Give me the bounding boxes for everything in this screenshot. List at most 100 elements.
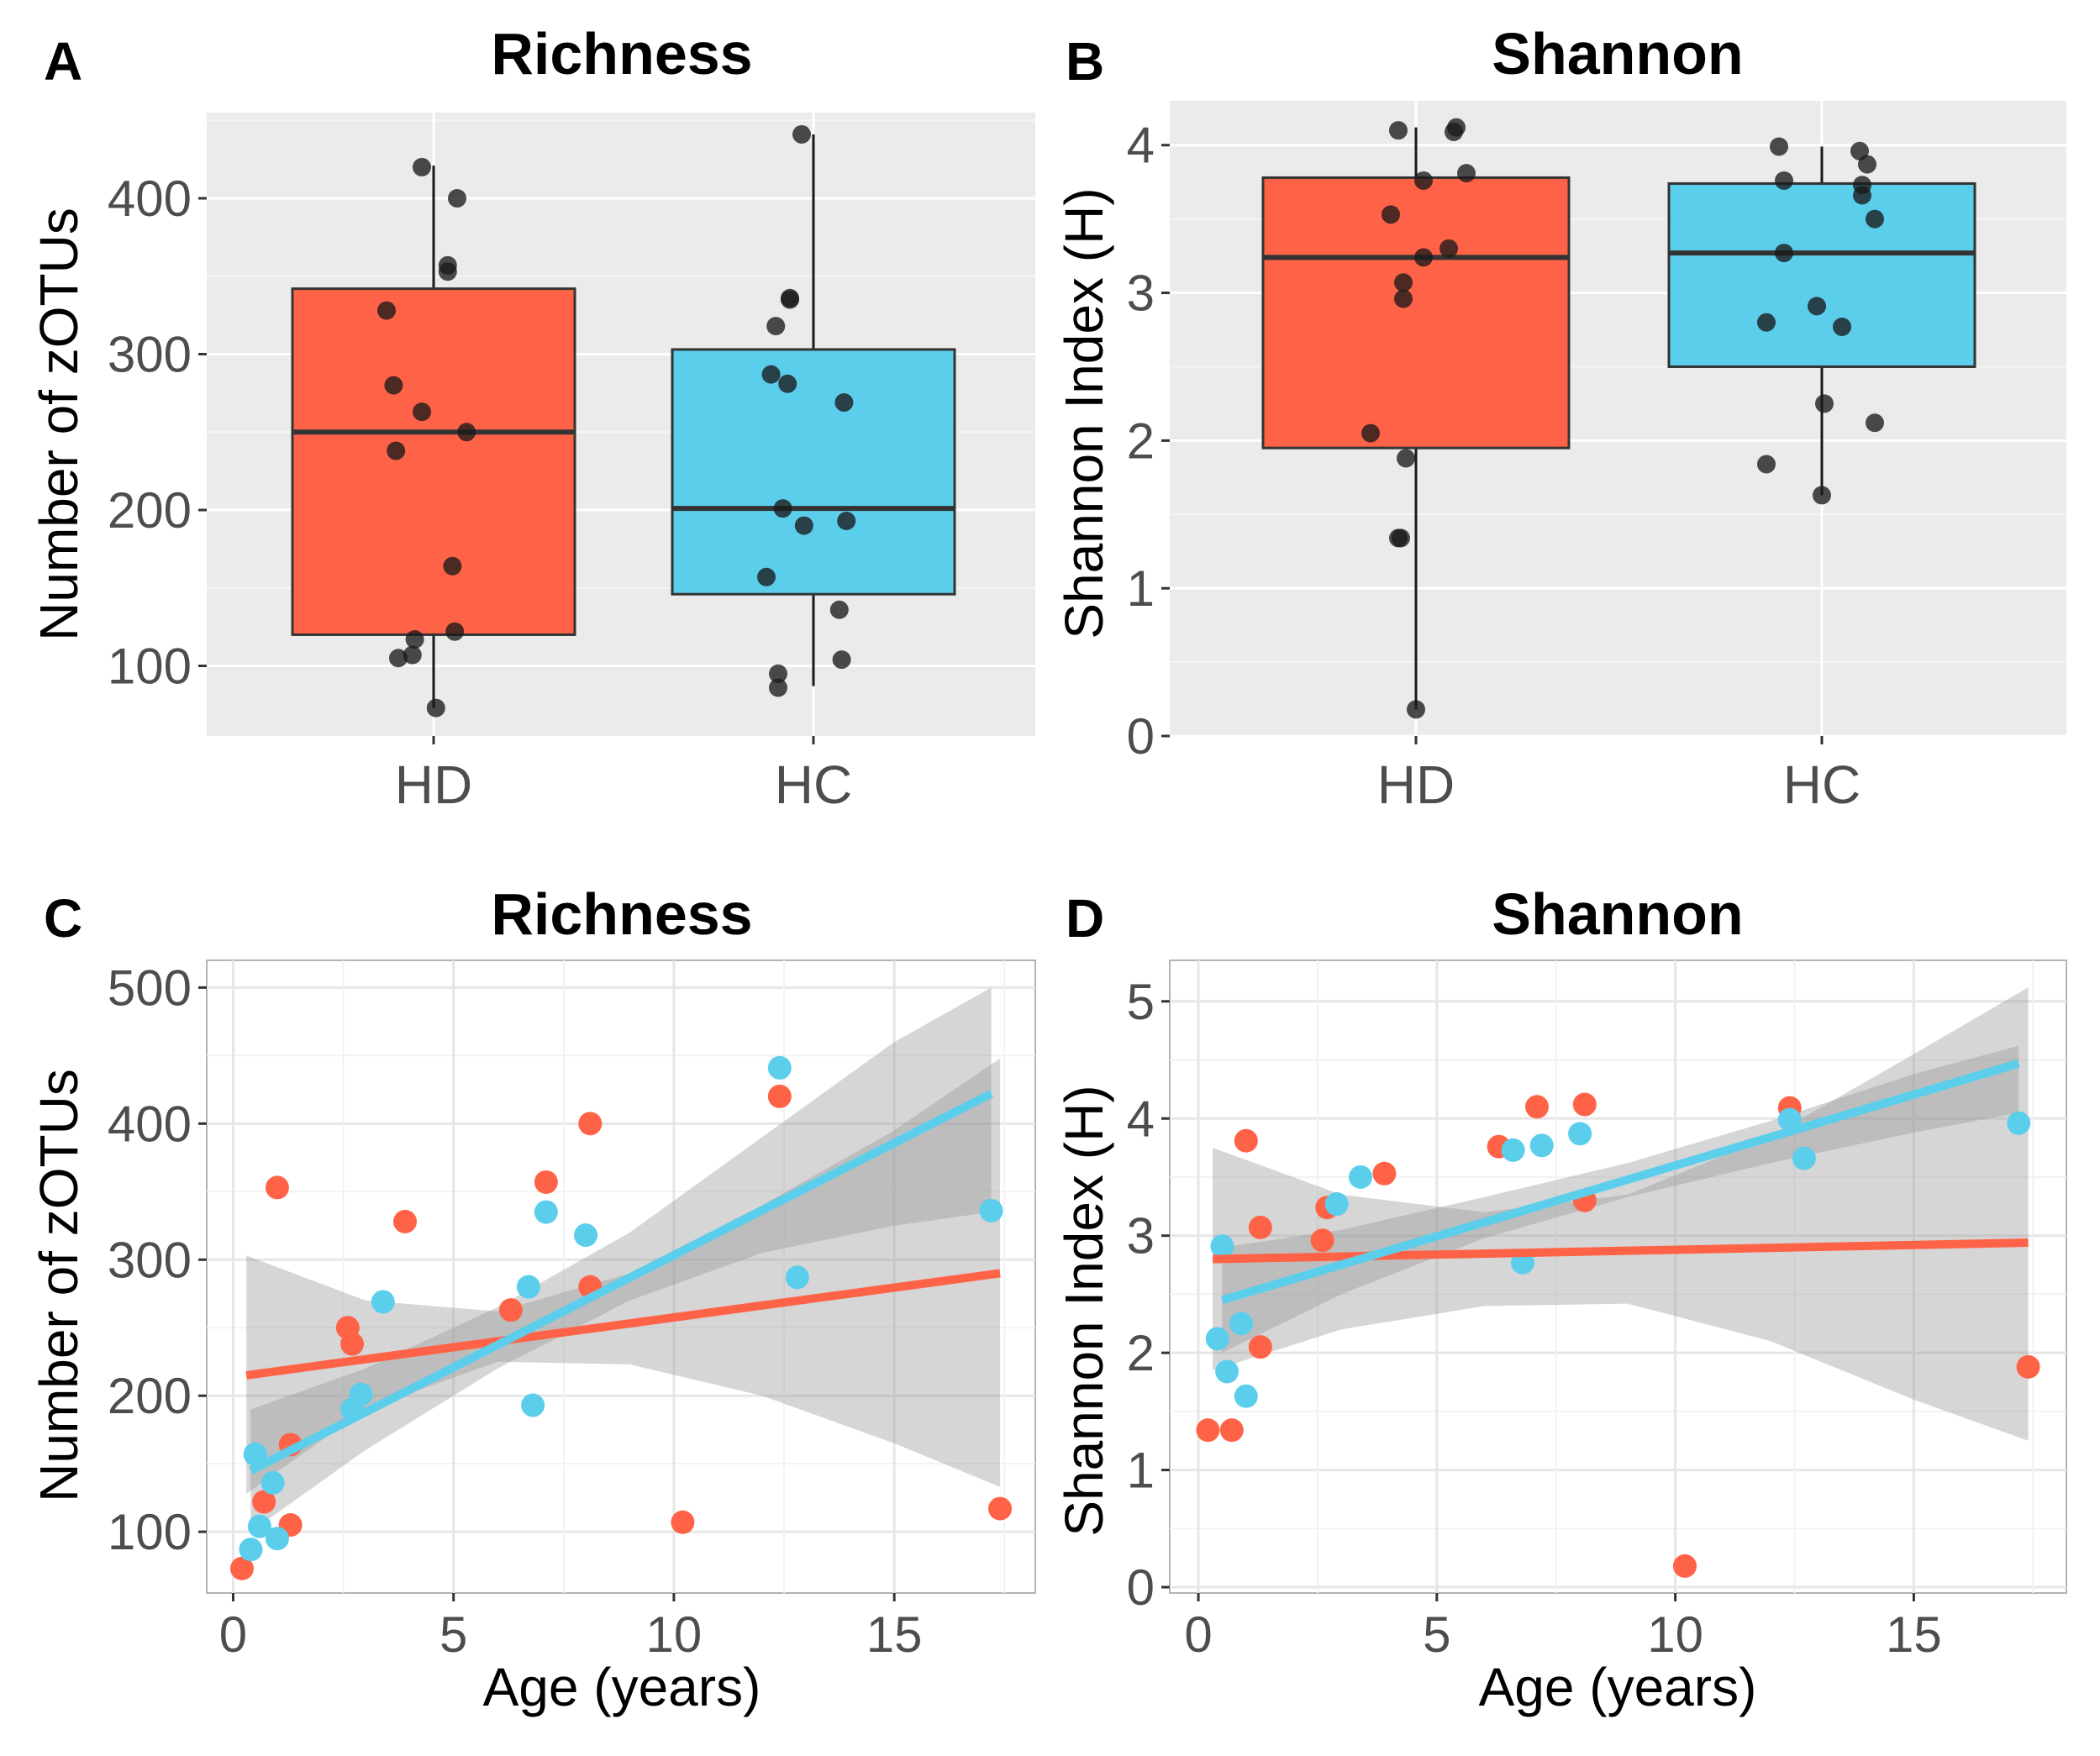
fit-line-hd: [245, 1269, 1001, 1380]
data-point-hc: [1205, 1327, 1229, 1351]
data-point-hc: [243, 1442, 267, 1466]
panel-d-x-tick-label: 10: [1647, 1606, 1703, 1663]
panel-c: C Richness 100 200 300 400 500 0 5 10 15 Number…: [29, 881, 1036, 1717]
panel-c-y-axis: 100 200 300 400 500: [108, 959, 207, 1560]
data-point-hd: [1389, 121, 1408, 140]
panel-c-y-axis-label: Number of zOTUs: [29, 1069, 89, 1502]
data-point-hd: [229, 1556, 254, 1580]
data-point-hc: [1757, 313, 1776, 332]
data-point-hc: [1349, 1165, 1373, 1189]
data-point-hd: [265, 1175, 289, 1200]
panel-d-y-tick-label: 1: [1127, 1443, 1155, 1499]
panel-d-x-tick-label: 15: [1886, 1606, 1942, 1663]
data-point-hc: [265, 1527, 289, 1551]
panel-b: B Shannon 0 1 2 3 4 HD HC Shannon Index (H): [1054, 21, 2066, 815]
panel-d-fit-lines: [1212, 1059, 2029, 1305]
confidence-band-hd: [246, 1058, 1000, 1494]
panel-c-x-tick-label: 0: [219, 1606, 247, 1663]
panel-letter-b: B: [1066, 31, 1104, 92]
panel-b-y-tick-label: 3: [1127, 266, 1155, 322]
panel-letter-a: A: [44, 31, 82, 92]
data-point-hc: [1234, 1384, 1258, 1408]
panel-a-y-axis-label: Number of zOTUs: [29, 208, 89, 641]
data-point-hc: [1808, 297, 1826, 316]
data-point-hd: [1248, 1215, 1272, 1239]
panel-c-y-tick-label: 200: [108, 1368, 192, 1424]
data-point-hc: [792, 124, 811, 144]
panel-d-y-tick-label: 4: [1127, 1091, 1155, 1147]
panel-d-y-axis-label: Shannon Index (H): [1054, 1085, 1114, 1536]
panel-a: A Richness 100 200 300 400 HD HC Number of z…: [29, 21, 1035, 815]
panel-a-y-tick-label: 300: [108, 327, 192, 383]
data-point-hd: [1672, 1554, 1697, 1578]
panel-c-gridlines: [207, 960, 1035, 1593]
data-point-hd: [457, 423, 476, 442]
data-point-hd: [252, 1490, 276, 1514]
data-point-hc: [769, 678, 787, 697]
data-point-hd: [1414, 171, 1433, 190]
panel-a-x-tick-label-hd: HD: [395, 754, 472, 815]
panel-a-x-tick-label-hc: HC: [775, 754, 852, 815]
panel-letter-d: D: [1066, 888, 1104, 949]
panel-b-y-tick-label: 4: [1127, 118, 1155, 174]
box-hd: [291, 287, 576, 636]
panel-c-x-tick-label: 5: [439, 1606, 467, 1663]
data-point-hd: [393, 1209, 418, 1233]
data-point-hc: [349, 1382, 373, 1406]
data-point-hc: [832, 650, 851, 670]
panel-a-points: [377, 124, 856, 718]
data-point-hd: [1394, 273, 1413, 292]
panel-b-x-tick-label-hd: HD: [1377, 754, 1455, 815]
data-point-hc: [1866, 413, 1884, 433]
data-point-hc: [247, 1514, 271, 1538]
data-point-hd: [1382, 205, 1400, 224]
panel-c-confidence-bands: [246, 987, 1000, 1533]
panel-letter-c: C: [44, 888, 82, 949]
data-point-hc: [834, 393, 854, 413]
panel-d-plot-background: [1169, 959, 2067, 1594]
data-point-hd: [988, 1496, 1013, 1521]
panel-d-x-tick-label: 5: [1423, 1606, 1450, 1663]
panel-d-y-tick-label: 3: [1127, 1208, 1155, 1264]
panel-b-y-tick-label: 1: [1127, 560, 1155, 617]
data-point-hc: [767, 1055, 792, 1080]
data-point-hc: [1815, 394, 1834, 413]
data-point-hd: [1457, 164, 1476, 183]
data-point-hd: [767, 1084, 792, 1108]
data-point-hc: [785, 1265, 809, 1290]
box-hc: [671, 348, 956, 596]
data-point-hc: [516, 1275, 540, 1299]
data-point-hd: [403, 645, 422, 665]
data-point-hd: [389, 649, 408, 668]
data-point-hd: [671, 1510, 695, 1534]
data-point-hd: [1392, 528, 1410, 548]
data-point-hc: [1229, 1312, 1254, 1336]
data-point-hd: [445, 622, 465, 641]
data-point-hd: [426, 698, 445, 718]
data-point-hc: [1775, 171, 1793, 190]
fit-line-hd: [1212, 1238, 2029, 1264]
data-point-hd: [448, 189, 466, 208]
panel-c-x-axis-label: Age (years): [483, 1657, 761, 1717]
panel-d-points: [1196, 1092, 2040, 1578]
data-point-hd: [1196, 1418, 1220, 1443]
data-point-hd: [413, 157, 431, 176]
data-point-hc: [769, 664, 787, 683]
confidence-band-hd: [1213, 987, 2029, 1441]
data-point-hc: [781, 290, 799, 309]
data-point-hd: [1414, 248, 1433, 267]
data-point-hc: [1833, 317, 1851, 336]
data-point-hd: [387, 441, 406, 460]
fit-line-hc: [249, 1090, 993, 1475]
data-point-hc: [1324, 1192, 1349, 1217]
data-point-hd: [578, 1112, 603, 1136]
data-point-hc: [534, 1200, 558, 1224]
data-point-hc: [761, 365, 781, 384]
data-point-hc: [1770, 137, 1788, 156]
data-point-hc: [1792, 1146, 1816, 1170]
data-point-hc: [1813, 486, 1831, 505]
data-point-hc: [794, 516, 813, 535]
panel-b-y-axis-label: Shannon Index (H): [1054, 187, 1114, 639]
data-point-hc: [1529, 1133, 1554, 1158]
panel-a-y-tick-label: 200: [108, 482, 192, 539]
